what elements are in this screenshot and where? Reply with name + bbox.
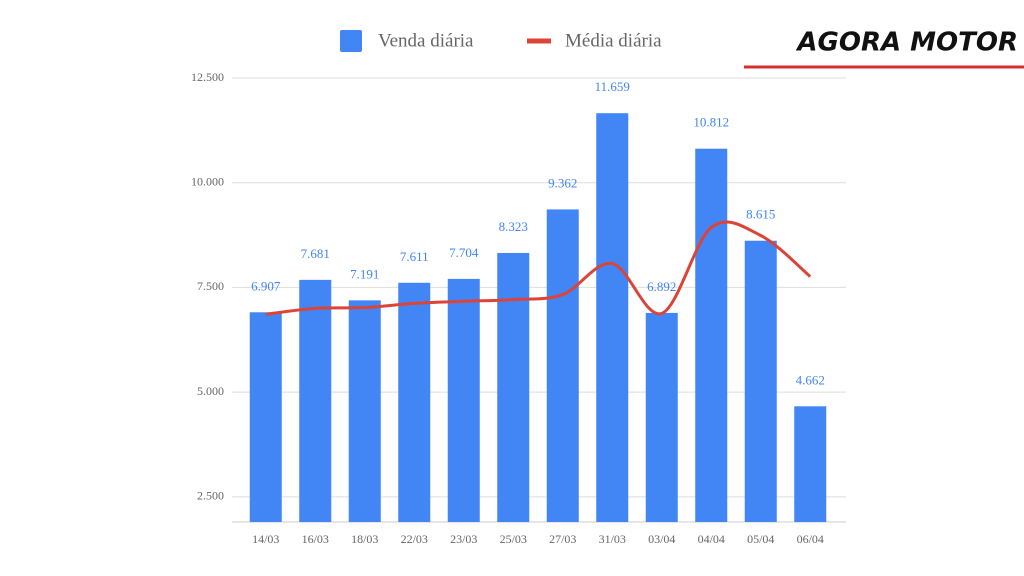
x-tick-label: 04/04 — [698, 532, 725, 546]
x-tick-label: 18/03 — [351, 532, 378, 546]
x-tick-label: 27/03 — [549, 532, 576, 546]
x-tick-label: 31/03 — [599, 532, 626, 546]
bar — [398, 282, 431, 522]
x-tick-label: 06/04 — [797, 532, 824, 546]
y-tick-label: 2.500 — [197, 489, 224, 503]
bar — [497, 252, 530, 523]
legend-swatch — [340, 30, 362, 52]
bar — [695, 148, 728, 523]
y-tick-label: 12.500 — [191, 70, 224, 84]
value-label: 7.611 — [400, 249, 429, 264]
value-label: 7.191 — [350, 266, 379, 281]
value-label: 8.323 — [499, 219, 528, 234]
line — [265, 220, 812, 316]
y-tick-label: 7.500 — [197, 279, 224, 293]
x-tick-label: 16/03 — [302, 532, 329, 546]
bar — [794, 406, 827, 522]
x-tick-label: 23/03 — [450, 532, 477, 546]
value-label: 8.615 — [746, 207, 775, 222]
x-tick-label: 25/03 — [500, 532, 527, 546]
value-label: 6.892 — [647, 279, 676, 294]
value-label: 11.659 — [595, 79, 630, 94]
legend-label: Venda diária — [378, 30, 474, 51]
legend-label: Média diária — [565, 30, 662, 51]
x-tick-label: 03/04 — [648, 532, 675, 546]
brand: AGORA MOTOR — [795, 28, 1018, 58]
x-tick-label: 14/03 — [252, 532, 279, 546]
bar — [249, 312, 282, 522]
bar — [299, 279, 332, 522]
value-label: 6.907 — [251, 278, 281, 293]
bar — [348, 300, 381, 522]
value-label: 4.662 — [796, 372, 825, 387]
bar — [744, 240, 777, 522]
value-label: 10.812 — [693, 115, 729, 130]
bar — [546, 209, 579, 523]
bar — [645, 312, 678, 522]
y-tick-label: 5.000 — [197, 384, 224, 398]
value-label: 9.362 — [548, 175, 577, 190]
x-tick-label: 22/03 — [401, 532, 428, 546]
value-label: 7.681 — [301, 246, 330, 261]
bar — [596, 113, 629, 522]
bar — [447, 278, 480, 522]
x-tick-label: 05/04 — [747, 532, 774, 546]
value-label: 7.704 — [449, 245, 479, 260]
brand-box — [744, 18, 1024, 66]
y-tick-label: 10.000 — [191, 174, 224, 188]
